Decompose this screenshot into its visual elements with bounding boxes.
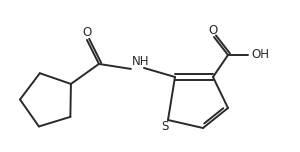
Text: OH: OH xyxy=(251,47,269,60)
Text: O: O xyxy=(82,26,92,39)
Text: NH: NH xyxy=(132,55,149,68)
Text: O: O xyxy=(208,24,217,38)
Text: S: S xyxy=(161,121,169,133)
